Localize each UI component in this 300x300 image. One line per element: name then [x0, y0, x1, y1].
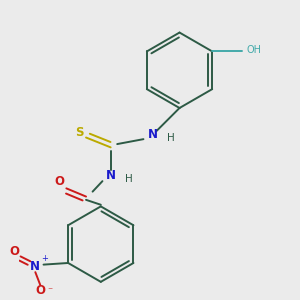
Text: O: O	[9, 245, 19, 258]
Text: N: N	[148, 128, 158, 141]
Text: O: O	[55, 175, 65, 188]
Text: N: N	[30, 260, 40, 273]
Text: ⁻: ⁻	[47, 286, 52, 296]
Text: S: S	[75, 126, 84, 139]
Text: OH: OH	[247, 45, 262, 55]
Text: H: H	[167, 133, 175, 142]
Text: H: H	[125, 173, 133, 184]
Text: O: O	[35, 284, 45, 297]
Text: +: +	[41, 254, 48, 262]
Text: N: N	[106, 169, 116, 182]
